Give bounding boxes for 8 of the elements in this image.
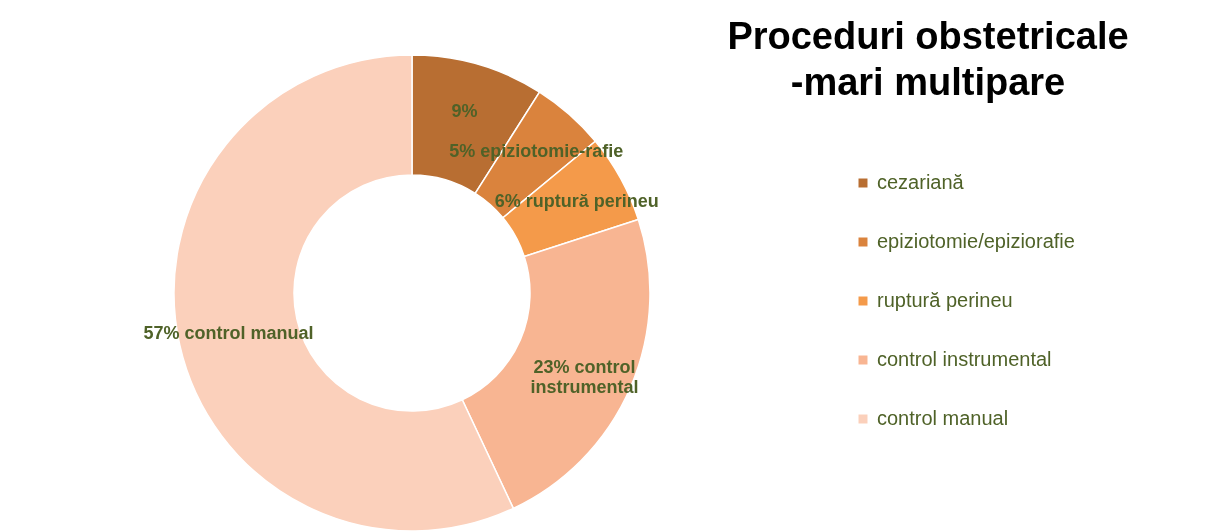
- legend-label: control manual: [877, 407, 1009, 429]
- data-label: 9%: [451, 101, 478, 122]
- data-label: 57% control manual: [143, 323, 314, 344]
- legend-label: ruptură perineu: [877, 289, 1013, 311]
- legend-label: cezariană: [877, 171, 965, 193]
- legend-label: epiziotomie/epiziorafie: [877, 230, 1075, 252]
- legend-label: control instrumental: [877, 348, 1052, 370]
- chart-title: Proceduri obstetricale -mari multipare: [727, 15, 1129, 103]
